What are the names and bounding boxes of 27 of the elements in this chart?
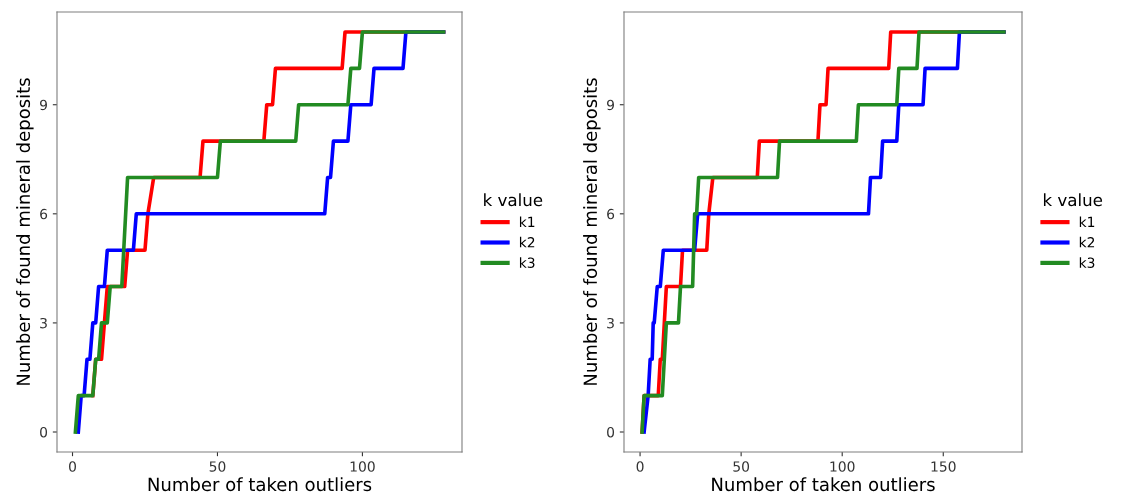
x-tick-label: 150 xyxy=(931,461,956,472)
y-tick-label: 3 xyxy=(40,317,47,329)
x-axis-title: Number of taken outliers xyxy=(712,477,935,492)
y-tick-label: 6 xyxy=(40,208,48,220)
legend-label: k2 xyxy=(1079,236,1095,248)
legend-title: k value xyxy=(484,193,543,207)
x-tick-label: 100 xyxy=(350,461,375,472)
x-axis-title: Number of taken outliers xyxy=(148,477,372,492)
y-tick-label: 0 xyxy=(40,426,48,438)
y-tick-label: 9 xyxy=(607,99,614,111)
x-tick-label: 100 xyxy=(830,461,855,472)
y-tick-label: 9 xyxy=(40,99,47,111)
y-tick-label: 3 xyxy=(607,317,614,329)
legend-title: k value xyxy=(1043,193,1103,207)
y-axis-title: Number of found mineral deposits xyxy=(583,78,601,385)
x-tick-label: 0 xyxy=(69,461,77,472)
y-tick-label: 0 xyxy=(607,426,615,438)
x-tick-label: 50 xyxy=(209,461,226,472)
x-tick-label: 50 xyxy=(733,461,750,472)
legend-label: k2 xyxy=(519,236,535,248)
y-tick-label: 6 xyxy=(607,208,615,220)
legend-label: k1 xyxy=(519,216,535,227)
legend-label: k1 xyxy=(1079,216,1095,227)
y-axis-title: Number of found mineral deposits xyxy=(16,78,34,385)
legend-label: k3 xyxy=(519,257,535,268)
x-tick-label: 0 xyxy=(636,461,644,472)
legend-label: k3 xyxy=(1079,257,1095,268)
